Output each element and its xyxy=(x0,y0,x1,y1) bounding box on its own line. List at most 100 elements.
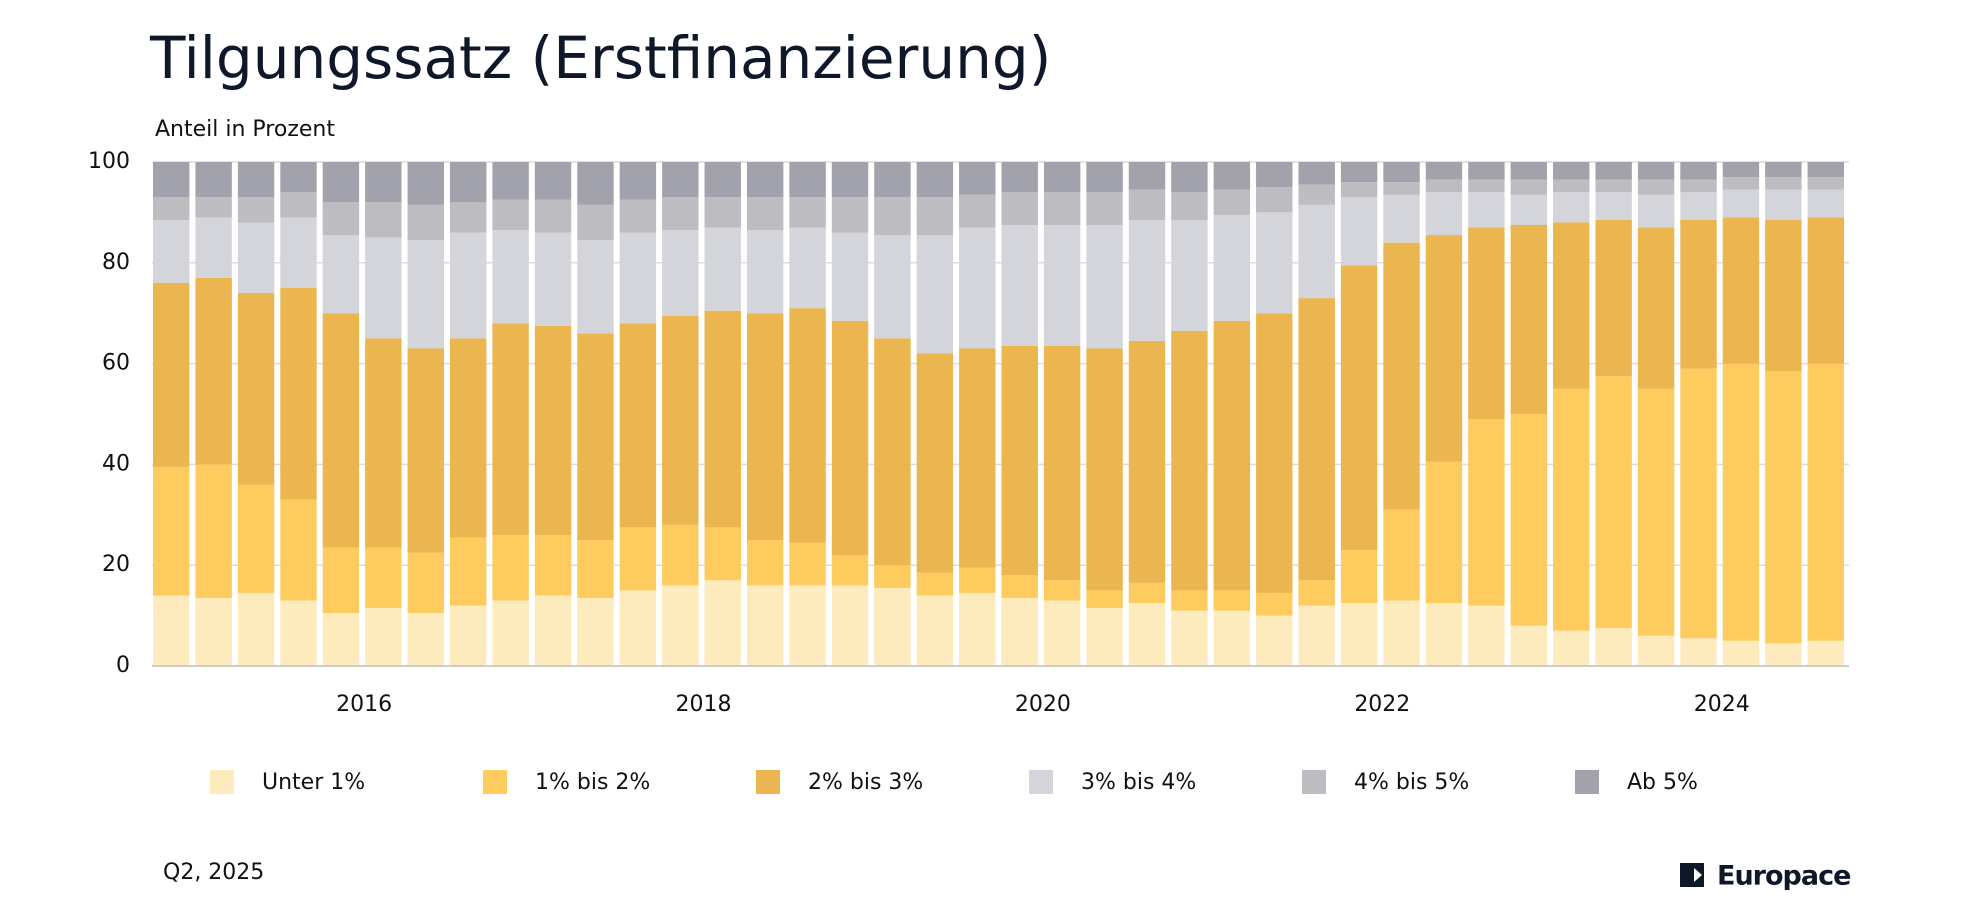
bar-segment xyxy=(1722,162,1760,178)
bar-segment xyxy=(831,555,869,586)
bar-segment xyxy=(1171,162,1208,193)
bar-segment xyxy=(1340,197,1378,266)
bar-segment xyxy=(1340,182,1378,198)
chart-subtitle: Anteil in Prozent xyxy=(155,117,335,142)
bar-segment xyxy=(195,464,232,598)
bar-segment xyxy=(1256,162,1293,188)
bar-segment xyxy=(1128,340,1166,583)
bar-segment xyxy=(789,308,826,543)
bar-segment xyxy=(1256,615,1293,666)
bar-segment xyxy=(1637,227,1675,389)
bar-segment xyxy=(1001,162,1038,193)
bar-segment xyxy=(1680,192,1717,220)
bar-segment xyxy=(1425,235,1463,462)
bar-segment xyxy=(365,162,402,203)
bar-segment xyxy=(1722,189,1760,218)
bar-segment xyxy=(1510,225,1548,414)
bar-segment xyxy=(1383,509,1420,601)
bar-segment xyxy=(1298,184,1335,205)
bar-segment xyxy=(322,235,360,314)
bar-segment xyxy=(1595,376,1632,629)
bar-segment xyxy=(916,572,954,596)
bar-segment xyxy=(746,540,784,586)
bar-segment xyxy=(874,162,911,198)
bar-segment xyxy=(789,162,826,198)
bar-segment xyxy=(1765,219,1802,372)
bar-segment xyxy=(1086,348,1123,591)
bar-segment xyxy=(704,310,741,528)
bar-segment xyxy=(322,202,360,236)
bar-segment xyxy=(1468,605,1505,666)
bar-segment xyxy=(195,277,232,465)
bar-segment xyxy=(874,197,911,236)
bar-segment xyxy=(1468,179,1505,193)
bar-segment xyxy=(1086,225,1123,349)
bar-segment xyxy=(1383,600,1420,666)
bar-segment xyxy=(1340,265,1378,551)
bar-segment xyxy=(662,230,699,316)
bar-segment xyxy=(959,592,996,666)
bar-segment xyxy=(237,293,275,485)
bar-segment xyxy=(1298,162,1335,185)
bar-segment xyxy=(195,597,232,666)
bar-segment xyxy=(1213,214,1251,321)
bar-segment xyxy=(237,162,275,198)
legend-swatch xyxy=(1302,770,1326,794)
bar-segment xyxy=(619,590,657,666)
bar-segment xyxy=(153,595,190,666)
bar-segment xyxy=(1256,313,1293,593)
bar-segment xyxy=(789,227,826,309)
bar-segment xyxy=(280,288,317,500)
bar-segment xyxy=(1595,162,1632,180)
bar-segment xyxy=(1553,222,1590,389)
bar-segment xyxy=(959,194,996,228)
bar-segment xyxy=(1765,177,1802,190)
bar-segment xyxy=(534,162,572,200)
bar-segment xyxy=(1001,575,1038,598)
bar-segment xyxy=(407,613,444,666)
legend-swatch xyxy=(756,770,780,794)
bar-segment xyxy=(492,230,529,324)
bar-segment xyxy=(1637,162,1675,180)
bar-segment xyxy=(704,227,741,311)
bar-segment xyxy=(704,162,741,198)
bar-segment xyxy=(704,197,741,228)
bar-segment xyxy=(1425,192,1463,236)
bar-segment xyxy=(322,613,360,666)
bar-segment xyxy=(153,282,190,467)
bar-segment xyxy=(534,595,572,666)
bar-segment xyxy=(619,199,657,233)
bar-segment xyxy=(1128,582,1166,603)
bar-segment xyxy=(1086,608,1123,666)
y-tick-label: 40 xyxy=(102,451,130,476)
bar-segment xyxy=(662,315,699,525)
bar-segment xyxy=(1425,603,1463,666)
bar-segment xyxy=(492,162,529,200)
bar-segment xyxy=(1807,162,1844,178)
bar-segment xyxy=(1468,227,1505,420)
legend-label: 4% bis 5% xyxy=(1354,770,1469,795)
bar-segment xyxy=(1213,610,1251,666)
x-tick-label: 2020 xyxy=(1015,692,1071,717)
bar-segment xyxy=(407,348,444,553)
bar-segment xyxy=(1722,217,1760,364)
bar-segment xyxy=(1595,219,1632,377)
bar-segment xyxy=(1425,179,1463,193)
bar-segment xyxy=(1256,187,1293,213)
bar-segment xyxy=(365,608,402,666)
bar-segment xyxy=(1468,419,1505,606)
bar-segment xyxy=(1807,640,1844,666)
bar-segment xyxy=(195,162,232,198)
bar-segment xyxy=(577,540,614,598)
bar-segment xyxy=(1128,603,1166,666)
legend-swatch xyxy=(1029,770,1053,794)
legend-swatch xyxy=(483,770,507,794)
bar-segment xyxy=(874,565,911,588)
x-tick-label: 2016 xyxy=(336,692,392,717)
bar-segment xyxy=(1171,219,1208,331)
bar-segment xyxy=(449,162,487,203)
bar-segment xyxy=(534,534,572,596)
x-tick-label: 2018 xyxy=(676,692,732,717)
bar-segment xyxy=(1383,194,1420,243)
bar-segment xyxy=(831,232,869,321)
